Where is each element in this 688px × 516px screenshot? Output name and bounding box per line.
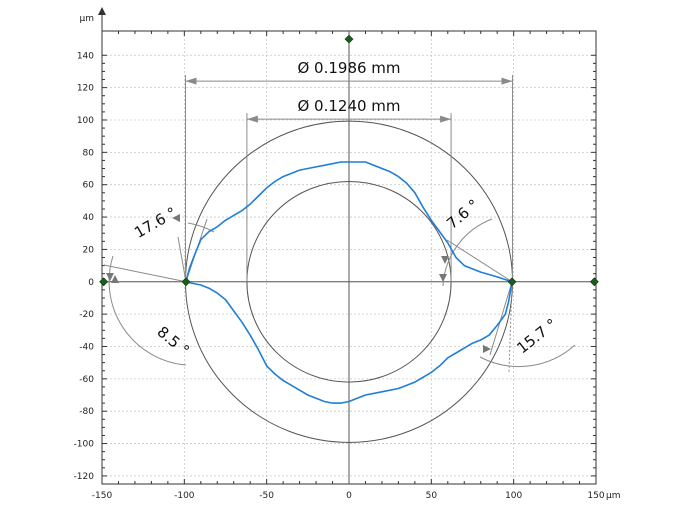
- dimension-arrowhead: [185, 77, 197, 85]
- y-unit-label: µm: [80, 14, 95, 24]
- profile-series: [185, 161, 513, 404]
- y-tick-label: 0: [88, 278, 94, 288]
- x-tick-label: 50: [426, 491, 438, 501]
- y-tick-label: -100: [74, 440, 95, 450]
- angle-tangent-line: [489, 281, 513, 356]
- x-tick-label: -100: [174, 491, 195, 501]
- x-tick-label: -150: [92, 491, 113, 501]
- y-tick-label: -40: [79, 342, 94, 352]
- angle-arc: [479, 344, 576, 367]
- point-marker: [344, 34, 354, 44]
- angle-arrowhead: [106, 273, 114, 281]
- y-tick-label: 100: [77, 116, 94, 126]
- angle-arrowhead: [483, 345, 491, 353]
- angle-arrowhead: [111, 275, 119, 283]
- upper-profile-line: [185, 161, 513, 283]
- y-tick-label: -20: [79, 310, 94, 320]
- x-tick-label: 100: [505, 491, 522, 501]
- y-tick-label: -120: [74, 472, 95, 482]
- x-tick-label: 0: [346, 491, 352, 501]
- point-marker: [507, 277, 517, 287]
- y-tick-label: -60: [79, 375, 94, 385]
- point-marker: [99, 277, 109, 287]
- y-tick-label: 20: [83, 245, 95, 255]
- y-tick-label: 140: [77, 51, 94, 61]
- angle-tangent-line: [508, 281, 513, 373]
- point-marker: [181, 277, 191, 287]
- dimension-arrowhead: [501, 77, 513, 85]
- x-tick-label: 150: [587, 491, 604, 501]
- x-tick-label: -50: [259, 491, 274, 501]
- point-marker: [589, 277, 599, 287]
- angle-arrowhead: [441, 256, 449, 264]
- x-unit-label: µm: [606, 491, 621, 501]
- dimension-label: Ø 0.1986 mm: [297, 59, 400, 77]
- angle-arrowhead: [172, 214, 180, 222]
- dimension-label: Ø 0.1240 mm: [297, 97, 400, 115]
- y-tick-label: 40: [83, 213, 95, 223]
- angle-reference-line: [103, 264, 187, 283]
- angle-arrowhead: [439, 274, 447, 282]
- dimension-arrowhead: [246, 115, 258, 123]
- angle-tangent-line: [177, 236, 187, 282]
- y-tick-label: 60: [83, 181, 95, 191]
- y-axis-arrowhead: [98, 7, 106, 15]
- angle-tangent-line: [446, 239, 513, 283]
- angle-arc: [187, 222, 215, 233]
- y-tick-label: 80: [83, 148, 95, 158]
- dimension-arrowhead: [440, 115, 452, 123]
- lower-profile-line: [185, 281, 513, 404]
- markers: [99, 34, 599, 287]
- y-tick-label: -80: [79, 407, 94, 417]
- y-tick-label: 120: [77, 84, 94, 94]
